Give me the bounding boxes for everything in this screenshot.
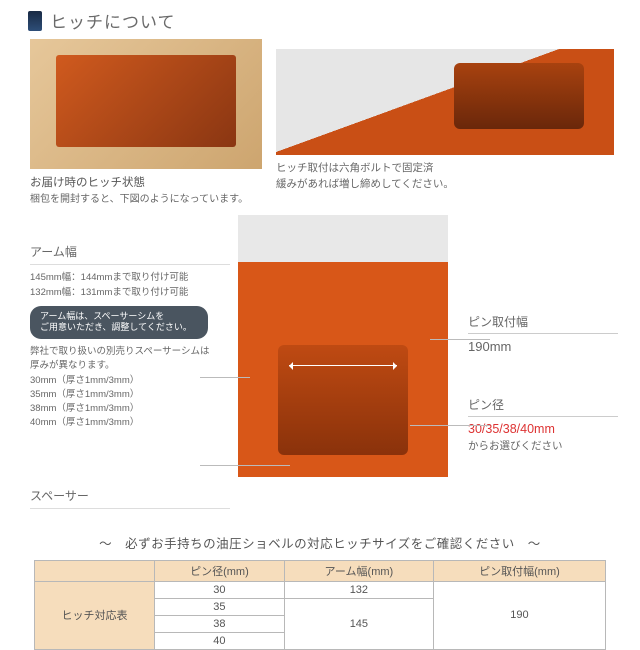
caption-left-title: お届け時のヒッチ状態 [30, 175, 262, 192]
pin-width-label: ピン取付幅 [468, 313, 618, 330]
right-spec-col: ピン取付幅 190mm ピン径 30/35/38/40mm からお選びください [456, 215, 618, 514]
photo-package [30, 39, 262, 169]
spacer-spec-list: 30mm（厚さ1mm/3mm） 35mm（厚さ1mm/3mm） 38mm（厚さ1… [30, 374, 230, 431]
divider [30, 508, 230, 509]
pill-l1: アーム幅は、スペーサーシムを [40, 311, 198, 323]
spec-row: 30mm（厚さ1mm/3mm） [30, 374, 230, 388]
td: 145 [284, 598, 433, 649]
photo-hitch-mount [276, 49, 614, 155]
pin-dia-value: 30/35/38/40mm [468, 422, 618, 436]
leader-line [430, 339, 490, 340]
td: 38 [155, 615, 285, 632]
caption-right-title: ヒッチ取付は六角ボルトで固定済 [276, 161, 614, 177]
arm-note: 弊社で取り扱いの別売りスペーサーシムは 厚みが異なります。 [30, 345, 230, 374]
compat-table: ピン径(mm) アーム幅(mm) ピン取付幅(mm) ヒッチ対応表 30 132… [34, 560, 606, 650]
td: 40 [155, 632, 285, 649]
arm-width-heading: アーム幅 [30, 243, 230, 260]
spec-row: 35mm（厚さ1mm/3mm） [30, 388, 230, 402]
leader-line [410, 425, 490, 426]
width-arrow-icon [289, 365, 397, 366]
caption-right: ヒッチ取付は六角ボルトで固定済 緩みがあれば増し締めしてください。 [276, 161, 614, 193]
pin-dia-label: ピン径 [468, 396, 618, 413]
left-spec-col: アーム幅 145mm幅：144mmまで取り付け可能 132mm幅：131mmまで… [30, 215, 230, 514]
pin-dia-note: からお選びください [468, 438, 618, 453]
title-icon [28, 11, 42, 31]
spacer-heading: スペーサー [30, 487, 230, 504]
arm-note-pill: アーム幅は、スペーサーシムを ご用意いただき、調整してください。 [30, 306, 208, 339]
td: 30 [155, 581, 285, 598]
th-blank [35, 560, 155, 581]
arm-line2: 132mm幅：131mmまで取り付け可能 [30, 286, 230, 300]
page-title: ヒッチについて [50, 8, 176, 33]
td: 132 [284, 581, 433, 598]
td: 190 [433, 581, 605, 649]
right-photo-col: ヒッチ取付は六角ボルトで固定済 緩みがあれば増し締めしてください。 [276, 39, 614, 207]
divider [468, 416, 618, 417]
divider [30, 264, 230, 265]
confirm-text: ～ 必ずお手持ちの油圧ショベルの対応ヒッチサイズをご確認ください ～ [0, 533, 640, 552]
td: 35 [155, 598, 285, 615]
row-header: ヒッチ対応表 [35, 581, 155, 649]
left-photo-col: お届け時のヒッチ状態 梱包を開封すると、下図のようになっています。 [30, 39, 262, 207]
pill-l2: ご用意いただき、調整してください。 [40, 322, 198, 334]
leader-line [200, 377, 250, 378]
caption-left-body: 梱包を開封すると、下図のようになっています。 [30, 192, 262, 207]
th-mount-width: ピン取付幅(mm) [433, 560, 605, 581]
caption-right-body: 緩みがあれば増し締めしてください。 [276, 177, 614, 193]
leader-line [200, 465, 290, 466]
caption-left: お届け時のヒッチ状態 梱包を開封すると、下図のようになっています。 [30, 175, 262, 207]
arm-line1: 145mm幅：144mmまで取り付け可能 [30, 271, 230, 285]
pin-width-value: 190mm [468, 339, 618, 354]
th-pin-dia: ピン径(mm) [155, 560, 285, 581]
divider [468, 333, 618, 334]
th-arm-width: アーム幅(mm) [284, 560, 433, 581]
spec-row: 38mm（厚さ1mm/3mm） [30, 402, 230, 416]
photo-product-main [238, 215, 448, 477]
spec-row: 40mm（厚さ1mm/3mm） [30, 416, 230, 430]
